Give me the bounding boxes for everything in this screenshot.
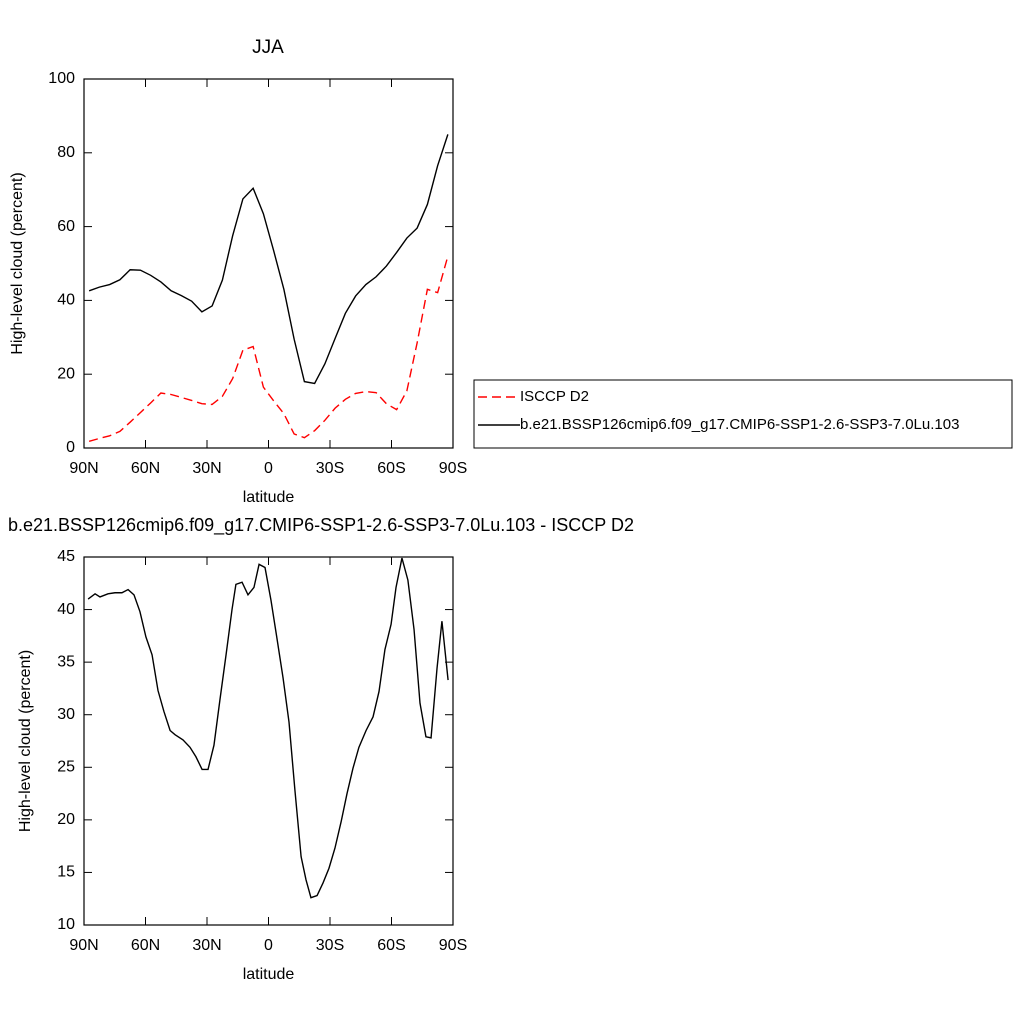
plot-frame [83, 78, 454, 449]
x-tick-label: 0 [264, 460, 273, 477]
x-axis-label: latitude [243, 966, 295, 983]
y-tick-label: 35 [57, 653, 75, 670]
legend-box [473, 379, 1013, 449]
x-tick-label: 90N [69, 460, 98, 477]
y-axis-label: High-level cloud (percent) [9, 172, 26, 354]
data-line [88, 255, 449, 443]
y-tick-label: 80 [57, 144, 75, 161]
chart-title: JJA [252, 37, 284, 58]
data-line [88, 134, 449, 385]
x-tick-label: 90S [439, 460, 467, 477]
chart-panel: b.e21.BSSP126cmip6.f09_g17.CMIP6-SSP1-2.… [8, 515, 634, 983]
plot-frame [83, 556, 454, 926]
x-tick-label: 90S [439, 937, 467, 954]
x-tick-label: 60S [377, 937, 405, 954]
y-tick-label: 15 [57, 864, 75, 881]
chart-title: b.e21.BSSP126cmip6.f09_g17.CMIP6-SSP1-2.… [8, 515, 634, 536]
y-tick-label: 100 [48, 70, 75, 87]
legend-label: b.e21.BSSP126cmip6.f09_g17.CMIP6-SSP1-2.… [520, 416, 959, 433]
y-tick-label: 20 [57, 811, 75, 828]
x-tick-label: 30S [316, 460, 344, 477]
y-tick-label: 40 [57, 292, 75, 309]
x-tick-label: 60N [131, 937, 160, 954]
x-tick-label: 30N [192, 937, 221, 954]
y-tick-label: 45 [57, 548, 75, 565]
x-tick-label: 60S [377, 460, 405, 477]
x-tick-label: 0 [264, 937, 273, 954]
chart-panel: JJA latitude High-level cloud (percent) 0 20… [9, 37, 1013, 506]
legend-label: ISCCP D2 [520, 388, 589, 405]
y-tick-label: 10 [57, 916, 75, 933]
y-tick-label: 20 [57, 365, 75, 382]
y-tick-label: 30 [57, 706, 75, 723]
x-tick-label: 60N [131, 460, 160, 477]
x-tick-label: 30N [192, 460, 221, 477]
x-axis-label: latitude [243, 489, 295, 506]
y-axis-label: High-level cloud (percent) [17, 650, 34, 832]
y-tick-label: 0 [66, 439, 75, 456]
y-tick-label: 60 [57, 218, 75, 235]
y-tick-label: 40 [57, 601, 75, 618]
x-tick-label: 90N [69, 937, 98, 954]
x-tick-label: 30S [316, 937, 344, 954]
y-tick-label: 25 [57, 759, 75, 776]
data-line [87, 557, 449, 899]
